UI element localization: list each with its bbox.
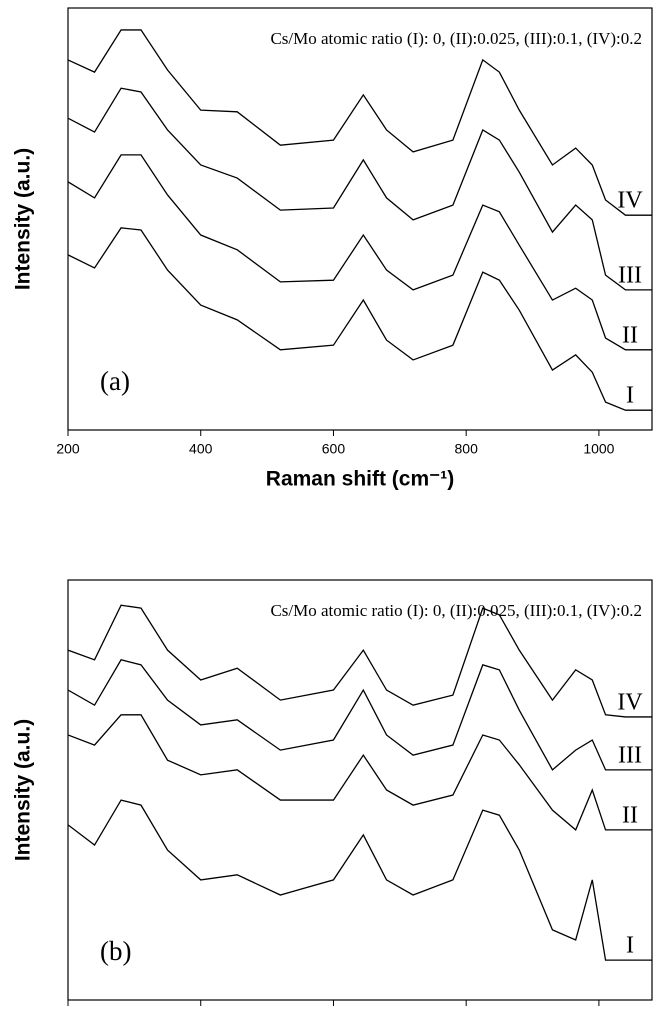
x-tick-label: 400 (189, 441, 213, 457)
series-label: II (622, 322, 638, 348)
spectrum-line (68, 659, 652, 771)
spectrum-line (68, 154, 652, 351)
x-tick-label: 200 (56, 441, 80, 457)
x-tick-label: 600 (322, 1011, 346, 1013)
spectrum-line (68, 799, 652, 961)
x-tick-label: 800 (455, 1011, 479, 1013)
subtitle: Cs/Mo atomic ratio (I): 0, (II):0.025, (… (270, 601, 642, 620)
spectrum-line (68, 87, 652, 291)
spectrum-line (68, 227, 652, 411)
series-label: I (626, 383, 634, 409)
x-tick-label: 1000 (583, 1011, 614, 1013)
y-axis-title: Intensity (a.u.) (12, 148, 35, 290)
series-label: IV (617, 689, 643, 715)
series-label: IV (617, 188, 643, 214)
x-tick-label: 800 (455, 441, 479, 457)
x-tick-label: 400 (189, 1011, 213, 1013)
plot-frame (67, 579, 653, 1001)
series-label: II (622, 802, 638, 828)
series-label: III (618, 262, 642, 288)
spectrum-line (68, 714, 652, 831)
x-tick-label: 600 (322, 441, 346, 457)
spectrum-line (68, 604, 652, 718)
spectrum-line (68, 29, 652, 216)
series-label: I (626, 933, 634, 959)
panel-label: (a) (100, 366, 130, 396)
panel-label: (b) (100, 936, 131, 966)
plot-frame (67, 7, 653, 431)
x-tick-label: 200 (56, 1011, 80, 1013)
y-axis-title: Intensity (a.u.) (12, 719, 35, 861)
x-tick-label: 1000 (583, 441, 614, 457)
x-axis-title: Raman shift (cm⁻¹) (266, 468, 454, 491)
series-label: III (618, 742, 642, 768)
subtitle: Cs/Mo atomic ratio (I): 0, (II):0.025, (… (270, 29, 642, 48)
